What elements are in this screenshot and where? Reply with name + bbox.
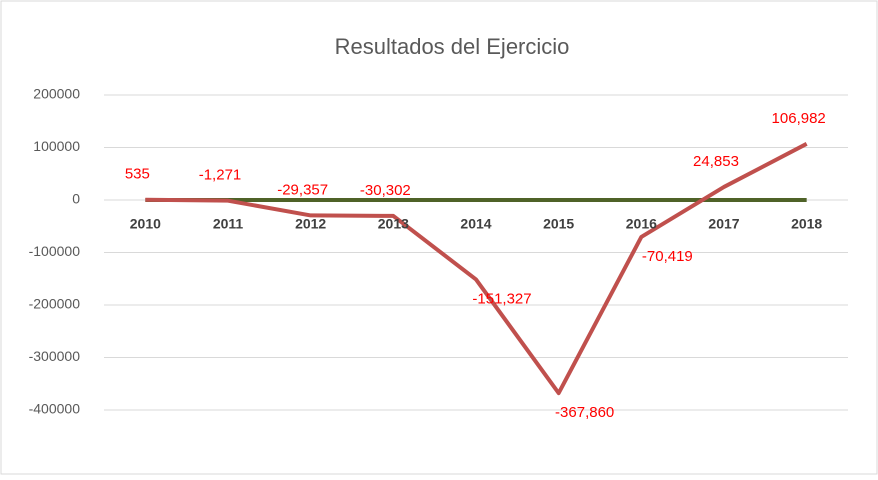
- data-label: 24,853: [693, 153, 739, 170]
- data-label: 535: [125, 166, 150, 183]
- x-tick-label: 2013: [378, 216, 409, 232]
- y-tick-label: -400000: [29, 401, 81, 417]
- data-label: -367,860: [555, 404, 614, 421]
- data-label: 106,982: [772, 110, 826, 127]
- x-tick-label: 2012: [295, 216, 326, 232]
- x-tick-label: 2018: [791, 216, 822, 232]
- data-label: -70,419: [642, 248, 693, 265]
- x-tick-label: 2016: [626, 216, 657, 232]
- y-tick-label: 0: [72, 191, 80, 207]
- chart-title: Resultados del Ejercicio: [335, 34, 570, 59]
- x-tick-label: 2010: [130, 216, 161, 232]
- data-label: -29,357: [277, 181, 328, 198]
- x-tick-label: 2014: [460, 216, 491, 232]
- series-line: [145, 142, 808, 396]
- data-label: -30,302: [360, 182, 411, 199]
- x-tick-label: 2011: [213, 216, 244, 232]
- x-tick-label: 2017: [708, 216, 739, 232]
- y-tick-label: -200000: [29, 296, 81, 312]
- y-tick-label: -100000: [29, 243, 81, 259]
- data-label: -1,271: [199, 167, 242, 184]
- y-tick-label: 200000: [33, 86, 80, 102]
- data-label: -151,327: [472, 290, 531, 307]
- y-tick-label: -300000: [29, 348, 81, 364]
- y-tick-label: 100000: [33, 138, 80, 154]
- x-tick-label: 2015: [543, 216, 574, 232]
